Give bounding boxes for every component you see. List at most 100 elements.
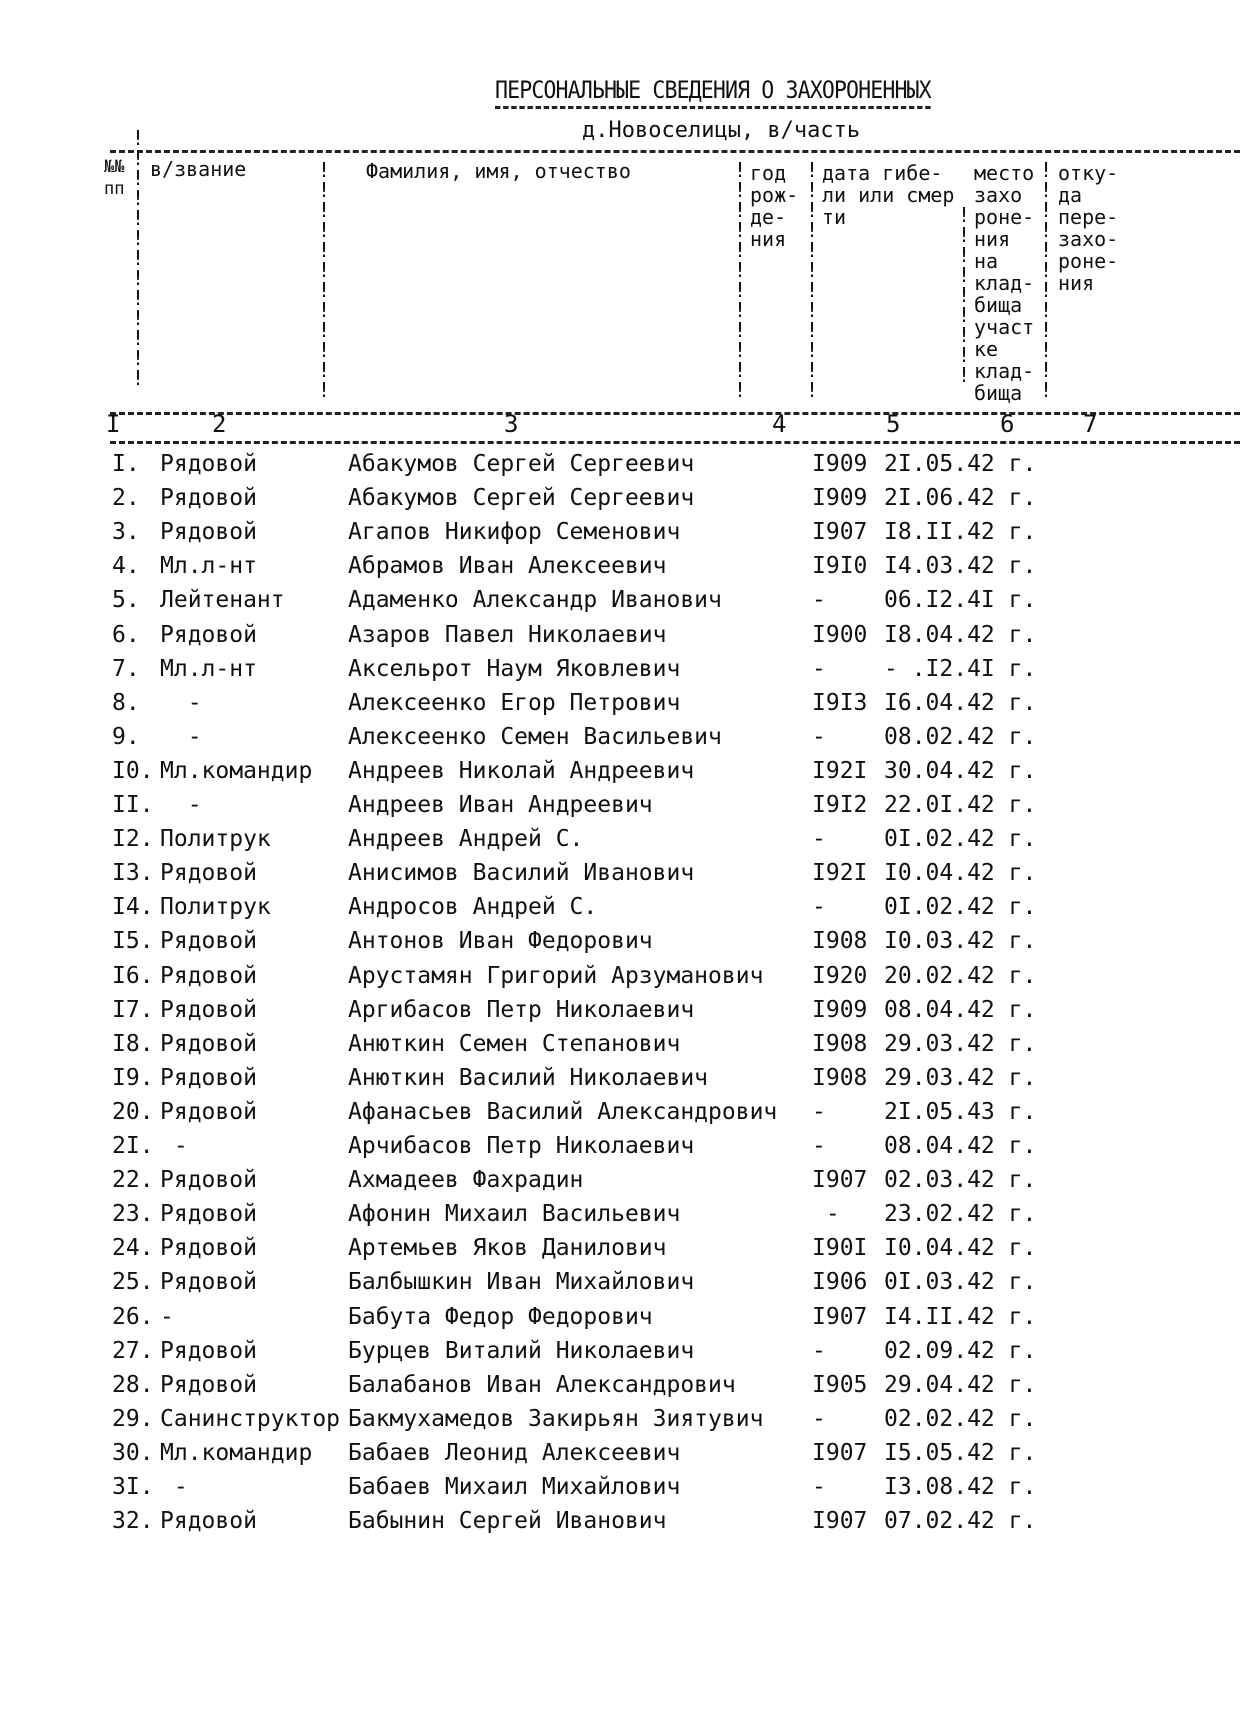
death-date: - .I2.4I г. [884,655,1037,682]
row-number: 25. [112,1269,154,1296]
row-number: I7. [112,996,154,1023]
death-date: 29.03.42 г. [884,1064,1037,1091]
table-row: 28. Рядовой Балабанов Иван Александрович I9… [0,1371,1244,1405]
rank: Мл.л-нт [160,553,257,580]
full-name: Бурцев Виталий Николаевич [348,1337,695,1364]
rank: Рядовой [160,928,257,955]
full-name: Афанасьев Василий Александрович [348,1098,778,1125]
column-separator-marks: ! ! ! ! ! ! ! ! ! ! ! ! [806,158,819,402]
death-date: I0.04.42 г. [884,860,1037,887]
birth-year: I9I0 [812,553,868,580]
full-name: Аргибасов Петр Николаевич [348,996,695,1023]
table-row: 20. Рядовой Афанасьев Василий Александрови… [0,1098,1244,1132]
death-date: 0I.02.42 г. [884,894,1037,921]
full-name: Азаров Павел Николаевич [348,621,667,648]
death-date: I0.03.42 г. [884,928,1037,955]
table-row: 6. Рядовой Азаров Павел Николаевич I900 I8.0… [0,621,1244,655]
birth-year: - [812,1201,840,1228]
table-row: 2I. - Арчибасов Петр Николаевич - 08.04.42 … [0,1132,1244,1166]
birth-year: I907 [812,519,868,546]
row-number: II. [112,792,154,818]
table-row: I3. Рядовой Анисимов Василий Иванович I92I I… [0,859,1244,893]
row-number: I0. [112,757,154,784]
death-date: 08.02.42 г. [884,723,1037,750]
row-number: 8. [112,689,140,716]
rank: - [160,1474,188,1500]
birth-year: I908 [812,1064,868,1091]
row-number: 26. [112,1303,154,1330]
birth-year: I9I3 [812,689,868,716]
full-name: Ахмадеев Фахрадин [348,1167,584,1194]
row-number: I8. [112,1030,154,1057]
birth-year: I900 [812,621,868,648]
column-separator-marks: ! ! ! ! ! ! ! ! ! ! ! ! [318,158,331,402]
full-name: Анюткин Василий Николаевич [348,1064,709,1091]
row-number: I6. [112,962,154,989]
birth-year: I92I [812,860,868,887]
birth-year: I907 [812,1439,868,1466]
table-row: 22. Рядовой Ахмадеев Фахрадин I907 02.03.42 … [0,1166,1244,1200]
birth-year: I920 [812,962,868,989]
column-number-3: 3 [504,410,519,438]
birth-year: I909 [812,451,868,477]
birth-year: I905 [812,1371,868,1398]
row-number: 6. [112,621,140,648]
row-number: I9. [112,1064,154,1091]
full-name: Арустамян Григорий Арзуманович [348,962,764,989]
birth-year: I9I2 [812,792,868,818]
rank: Мл.командир [160,1439,313,1466]
table-row: 26. - Бабута Федор Федорович I907 I4.II.42 г… [0,1303,1244,1337]
death-date: 2I.05.43 г. [884,1098,1037,1125]
death-date: 02.09.42 г. [884,1337,1037,1364]
rank: Лейтенант [160,587,285,614]
birth-year: I908 [812,928,868,955]
death-date: I3.08.42 г. [884,1474,1037,1500]
table-row: 24. Рядовой Артемьев Яков Данилович I90I I0.… [0,1234,1244,1268]
table-row: 4. Мл.л-нт Абрамов Иван Алексеевич I9I0 I4.0… [0,552,1244,586]
full-name: Балабанов Иван Александрович [348,1371,736,1398]
full-name: Бабаев Леонид Алексеевич [348,1439,681,1466]
row-number: 4. [112,553,140,580]
death-date: I8.II.42 г. [884,519,1037,546]
rank: Рядовой [160,1201,257,1228]
rank: Рядовой [160,519,257,546]
birth-year: - [812,587,826,614]
row-number: 5. [112,587,140,614]
row-number: 3. [112,519,140,546]
column-number-6: 6 [1000,410,1015,438]
birth-year: - [812,655,826,682]
birth-year: - [812,1405,826,1432]
rank: Рядовой [160,860,257,887]
column-number-1: I [106,410,121,438]
death-date: 06.I2.4I г. [884,587,1037,614]
table-row: I0. Мл.командир Андреев Николай Андреевич I… [0,757,1244,791]
table-row: I8. Рядовой Анюткин Семен Степанович I908 29… [0,1030,1244,1064]
birth-year: - [812,1474,826,1500]
row-number: 7. [112,655,140,682]
table-row: I7. Рядовой Аргибасов Петр Николаевич I909 0… [0,996,1244,1030]
table-row: II. - Андреев Иван Андреевич I9I2 22.0I.42 … [0,791,1244,825]
death-date: I6.04.42 г. [884,689,1037,716]
death-date: 08.04.42 г. [884,996,1037,1023]
birth-year: - [812,723,826,750]
table-row: I2. Политрук Андреев Андрей С. - 0I.02.42 г. [0,825,1244,859]
header-year: год рож- де- ния [750,161,799,251]
table-row: 32. Рядовой Бабынин Сергей Иванович I907 07.… [0,1507,1244,1541]
death-date: 30.04.42 г. [884,757,1037,784]
table-row: 29. Санинструктор Бакмухамедов Закирьян Зи… [0,1405,1244,1439]
table-row: I6. Рядовой Арустамян Григорий Арзуманович… [0,962,1244,996]
header-rank: в/звание [150,157,247,181]
full-name: Афонин Михаил Васильевич [348,1201,681,1228]
full-name: Бабынин Сергей Иванович [348,1508,667,1535]
death-date: 08.04.42 г. [884,1133,1037,1159]
rank: - [160,1303,174,1330]
rank: Рядовой [160,1098,257,1125]
column-separator-marks: ! ! ! ! ! ! ! ! ! ! ! ! [1040,158,1053,402]
full-name: Андреев Николай Андреевич [348,757,695,784]
full-name: Абакумов Сергей Сергеевич [348,451,695,477]
full-name: Адаменко Александр Иванович [348,587,722,614]
column-number-rule [110,441,1240,444]
full-name: Алексеенко Егор Петрович [348,689,681,716]
rank: Рядовой [160,1337,257,1364]
full-name: Бабута Федор Федорович [348,1303,653,1330]
